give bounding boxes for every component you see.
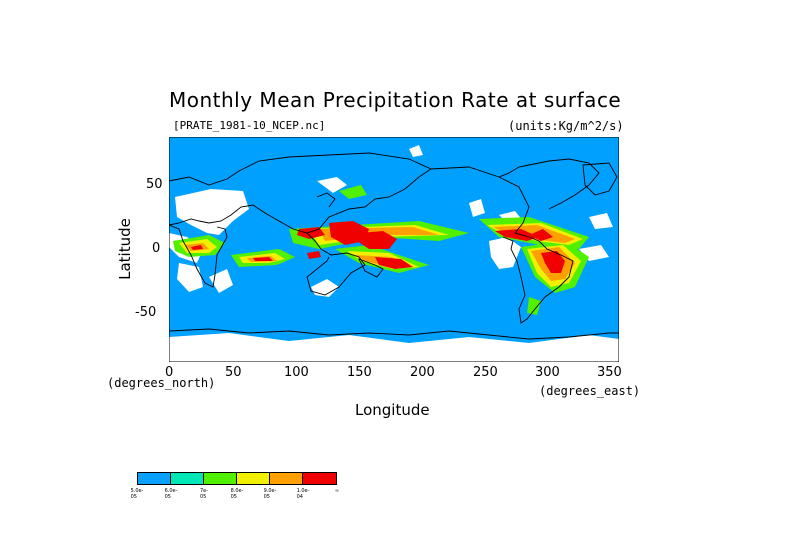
- legend-swatch-2: [171, 472, 204, 485]
- legend-swatch-3: [204, 472, 237, 485]
- coastlines: [169, 152, 619, 340]
- legend-label-6: 1.0e-04: [296, 488, 310, 500]
- y-tick-50: 50: [146, 177, 163, 192]
- x-tick-50: 50: [225, 365, 242, 380]
- legend-swatch-1: [137, 472, 171, 485]
- y-axis-title: Latitude: [115, 218, 134, 280]
- x-tick-0: 0: [165, 365, 174, 380]
- legend-frame: [137, 472, 337, 485]
- map-title: Monthly Mean Precipitation Rate at surfa…: [169, 88, 622, 112]
- precip-core-red: [191, 221, 565, 273]
- legend-swatch-4: [237, 472, 270, 485]
- x-tick-200: 200: [410, 365, 435, 380]
- y-unit-label: (degrees_north): [107, 376, 216, 390]
- legend-label-1: 5.0e-05: [130, 488, 144, 500]
- map-units: (units:Kg/m^2/s): [508, 119, 624, 133]
- y-tick-minus-50: -50: [135, 305, 157, 320]
- precipitation-map: [169, 137, 619, 362]
- legend-swatch-5: [270, 472, 303, 485]
- x-tick-150: 150: [347, 365, 372, 380]
- x-axis-title: Longitude: [355, 401, 430, 419]
- x-tick-250: 250: [473, 365, 498, 380]
- legend-label-5: 9.0e-05: [263, 488, 277, 500]
- map-subtitle: [PRATE_1981-10_NCEP.nc]: [173, 119, 326, 132]
- legend-label-3: 7e-05: [199, 488, 209, 500]
- legend-label-4: 8.0e-05: [230, 488, 244, 500]
- legend-label-2: 6.0e-05: [164, 488, 178, 500]
- legend-label-7: ∞: [334, 488, 340, 494]
- y-tick-0: 0: [152, 241, 161, 256]
- x-tick-300: 300: [535, 365, 560, 380]
- x-unit-label: (degrees_east): [539, 384, 641, 398]
- x-tick-100: 100: [284, 365, 309, 380]
- x-tick-350: 350: [597, 365, 622, 380]
